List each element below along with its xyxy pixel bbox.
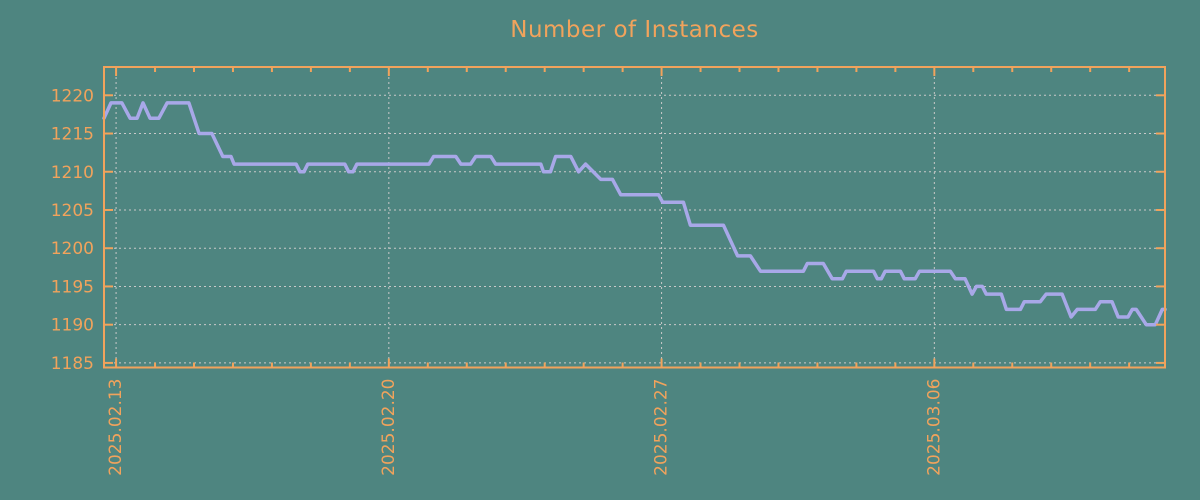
y-tick-label: 1190: [51, 316, 94, 336]
y-tick-label: 1210: [51, 163, 94, 183]
plot-border: [103, 66, 1166, 369]
y-tick-label: 1185: [51, 354, 94, 374]
x-tick-label: 2025.02.13: [106, 379, 126, 476]
axis-frame: [103, 66, 1166, 369]
y-tick-label: 1200: [51, 239, 94, 259]
instances-line: [102, 101, 1167, 327]
y-tick-label: 1195: [51, 277, 94, 297]
grid-lines: [104, 67, 1165, 368]
x-tick-label: 2025.02.20: [379, 379, 399, 476]
tick-marks: [104, 67, 1165, 368]
x-tick-label: 2025.02.27: [652, 379, 672, 476]
y-tick-labels: 1185 1190 1195 1200 1205 1210 1215 1220: [51, 86, 94, 374]
y-tick-label: 1220: [51, 86, 94, 106]
y-tick-label: 1215: [51, 125, 94, 145]
chart-title: Number of Instances: [510, 17, 759, 43]
x-tick-label: 2025.03.06: [924, 378, 944, 475]
x-tick-labels: 2025.02.13 2025.02.20 2025.02.27 2025.03.06: [106, 378, 944, 475]
data-series: [102, 101, 1167, 327]
y-tick-label: 1205: [51, 201, 94, 221]
